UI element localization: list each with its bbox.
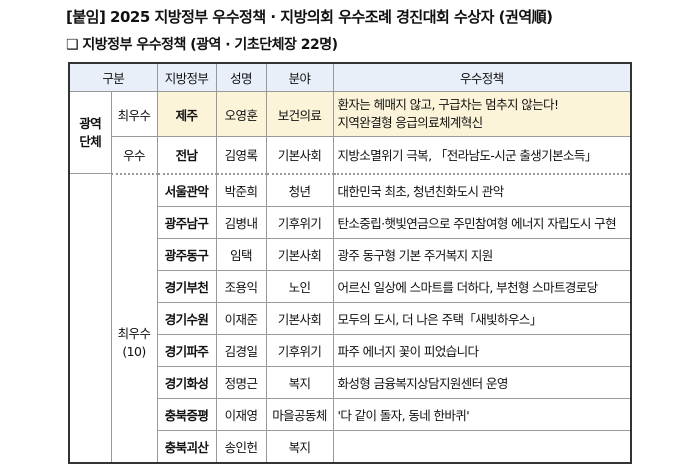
header-field: 분야 [265, 62, 334, 92]
table-row: 충북증평 이재영 마을공동체 '다 같이 돌자, 동네 한바퀴' [69, 397, 632, 431]
header-category: 구분 [68, 62, 158, 92]
table-row: 광역 단체 최우수 제주 오영훈 보건의료 환자는 헤매지 않고, 구급차는 멈… [68, 91, 632, 174]
field-cell: 기본사회 [265, 237, 334, 271]
field-cell: 기본사회 [265, 301, 334, 335]
policy-cell: 화성형 금융복지상담지원센터 운영 [332, 365, 632, 399]
gov-cell: 경기화성 [156, 365, 217, 399]
table-row: 경기수원 이재준 기본사회 모두의 도시, 더 나은 주택「새빛하우스」 [69, 301, 632, 335]
gov-cell: 경기부천 [156, 269, 217, 303]
field-cell: 노인 [265, 269, 334, 303]
name-cell: 김병내 [215, 205, 267, 239]
name-cell: 송인헌 [215, 429, 267, 463]
gov-cell: 경기수원 [156, 301, 217, 335]
policy-line: 지역완결형 응급의료체계혁신 [337, 115, 484, 130]
policy-cell: 어르신 일상에 스마트를 더하다, 부천형 스마트경로당 [332, 269, 632, 303]
field-cell: 기본사회 [265, 136, 334, 175]
name-cell: 김영록 [215, 136, 267, 175]
policy-cell: 탄소중립·햇빛연금으로 주민참여형 에너지 자립도시 구현 [332, 205, 632, 239]
name-cell: 조용익 [215, 269, 267, 303]
name-cell: 정명근 [215, 365, 267, 399]
field-cell: 보건의료 [265, 91, 334, 137]
field-cell: 복지 [265, 365, 334, 399]
policy-line: 환자는 헤매지 않고, 구급차는 멈추지 않는다! [337, 97, 559, 112]
policy-cell: '다 같이 돌자, 동네 한바퀴' [332, 397, 632, 431]
gov-cell: 광주남구 [156, 205, 217, 239]
table-row: 경기화성 정명근 복지 화성형 금융복지상담지원센터 운영 [69, 365, 632, 399]
policy-cell: 환자는 헤매지 않고, 구급차는 멈추지 않는다! 지역완결형 응급의료체계혁신 [332, 91, 632, 137]
table-row: 광주남구 김병내 기후위기 탄소중립·햇빛연금으로 주민참여형 에너지 자립도시 구현 [69, 205, 632, 239]
name-cell: 이재영 [215, 397, 267, 431]
document-title: [붙임] 2025 지방정부 우수정책 · 지방의회 우수조례 경진대회 수상자… [66, 8, 553, 26]
name-cell: 임택 [215, 237, 267, 271]
table-row: 경기파주 김경일 기후위기 파주 에너지 꽃이 피었습니다 [69, 333, 632, 367]
policy-cell: 광주 동구형 기본 주거복지 지원 [332, 237, 632, 271]
table-row: 최우수 (10) 서울관악 박준희 청년 대한민국 최초, 청년친화도시 관악 [68, 173, 632, 463]
gov-cell: 광주동구 [156, 237, 217, 271]
name-cell: 이재준 [215, 301, 267, 335]
field-cell: 복지 [265, 429, 334, 463]
gov-cell: 제주 [156, 91, 217, 137]
policy-cell: 모두의 도시, 더 나은 주택「새빛하우스」 [332, 301, 632, 335]
policy-cell: 파주 에너지 꽃이 피었습니다 [332, 333, 632, 367]
awards-table: 구분 지방정부 성명 분야 우수정책 광역 단체 최우수 제주 오영훈 보건의료… [68, 62, 632, 464]
name-cell: 박준희 [215, 173, 267, 207]
header-gov: 지방정부 [156, 62, 217, 92]
field-cell: 청년 [265, 173, 334, 207]
gov-cell: 전남 [156, 136, 217, 175]
table-row: 우수 전남 김영록 기본사회 지방소멸위기 극복, 「전라남도-시군 출생기본소… [69, 136, 632, 175]
header-policy: 우수정책 [332, 62, 632, 92]
policy-cell: 대한민국 최초, 청년친화도시 관악 [332, 173, 632, 207]
policy-cell [332, 429, 632, 463]
section-heading: ❑ 지방정부 우수정책 (광역 · 기초단체장 22명) [66, 37, 338, 53]
gov-cell: 경기파주 [156, 333, 217, 367]
table-row: 광주동구 임택 기본사회 광주 동구형 기본 주거복지 지원 [69, 237, 632, 271]
grade-top: 최우수 [110, 91, 158, 137]
policy-cell: 지방소멸위기 극복, 「전라남도-시군 출생기본소득」 [332, 136, 632, 175]
group-metro: 광역 단체 [68, 91, 112, 174]
field-cell: 마을공동체 [265, 397, 334, 431]
grade-top10: 최우수 (10) [110, 173, 158, 463]
table-header: 구분 지방정부 성명 분야 우수정책 [68, 62, 632, 92]
name-cell: 김경일 [215, 333, 267, 367]
table-row: 경기부천 조용익 노인 어르신 일상에 스마트를 더하다, 부천형 스마트경로당 [69, 269, 632, 303]
group-basic-blank [68, 173, 112, 463]
header-name: 성명 [215, 62, 267, 92]
gov-cell: 서울관악 [156, 173, 217, 207]
grade-excellent: 우수 [110, 136, 158, 175]
gov-cell: 충북증평 [156, 397, 217, 431]
field-cell: 기후위기 [265, 333, 334, 367]
gov-cell: 충북괴산 [156, 429, 217, 463]
name-cell: 오영훈 [215, 91, 267, 137]
field-cell: 기후위기 [265, 205, 334, 239]
